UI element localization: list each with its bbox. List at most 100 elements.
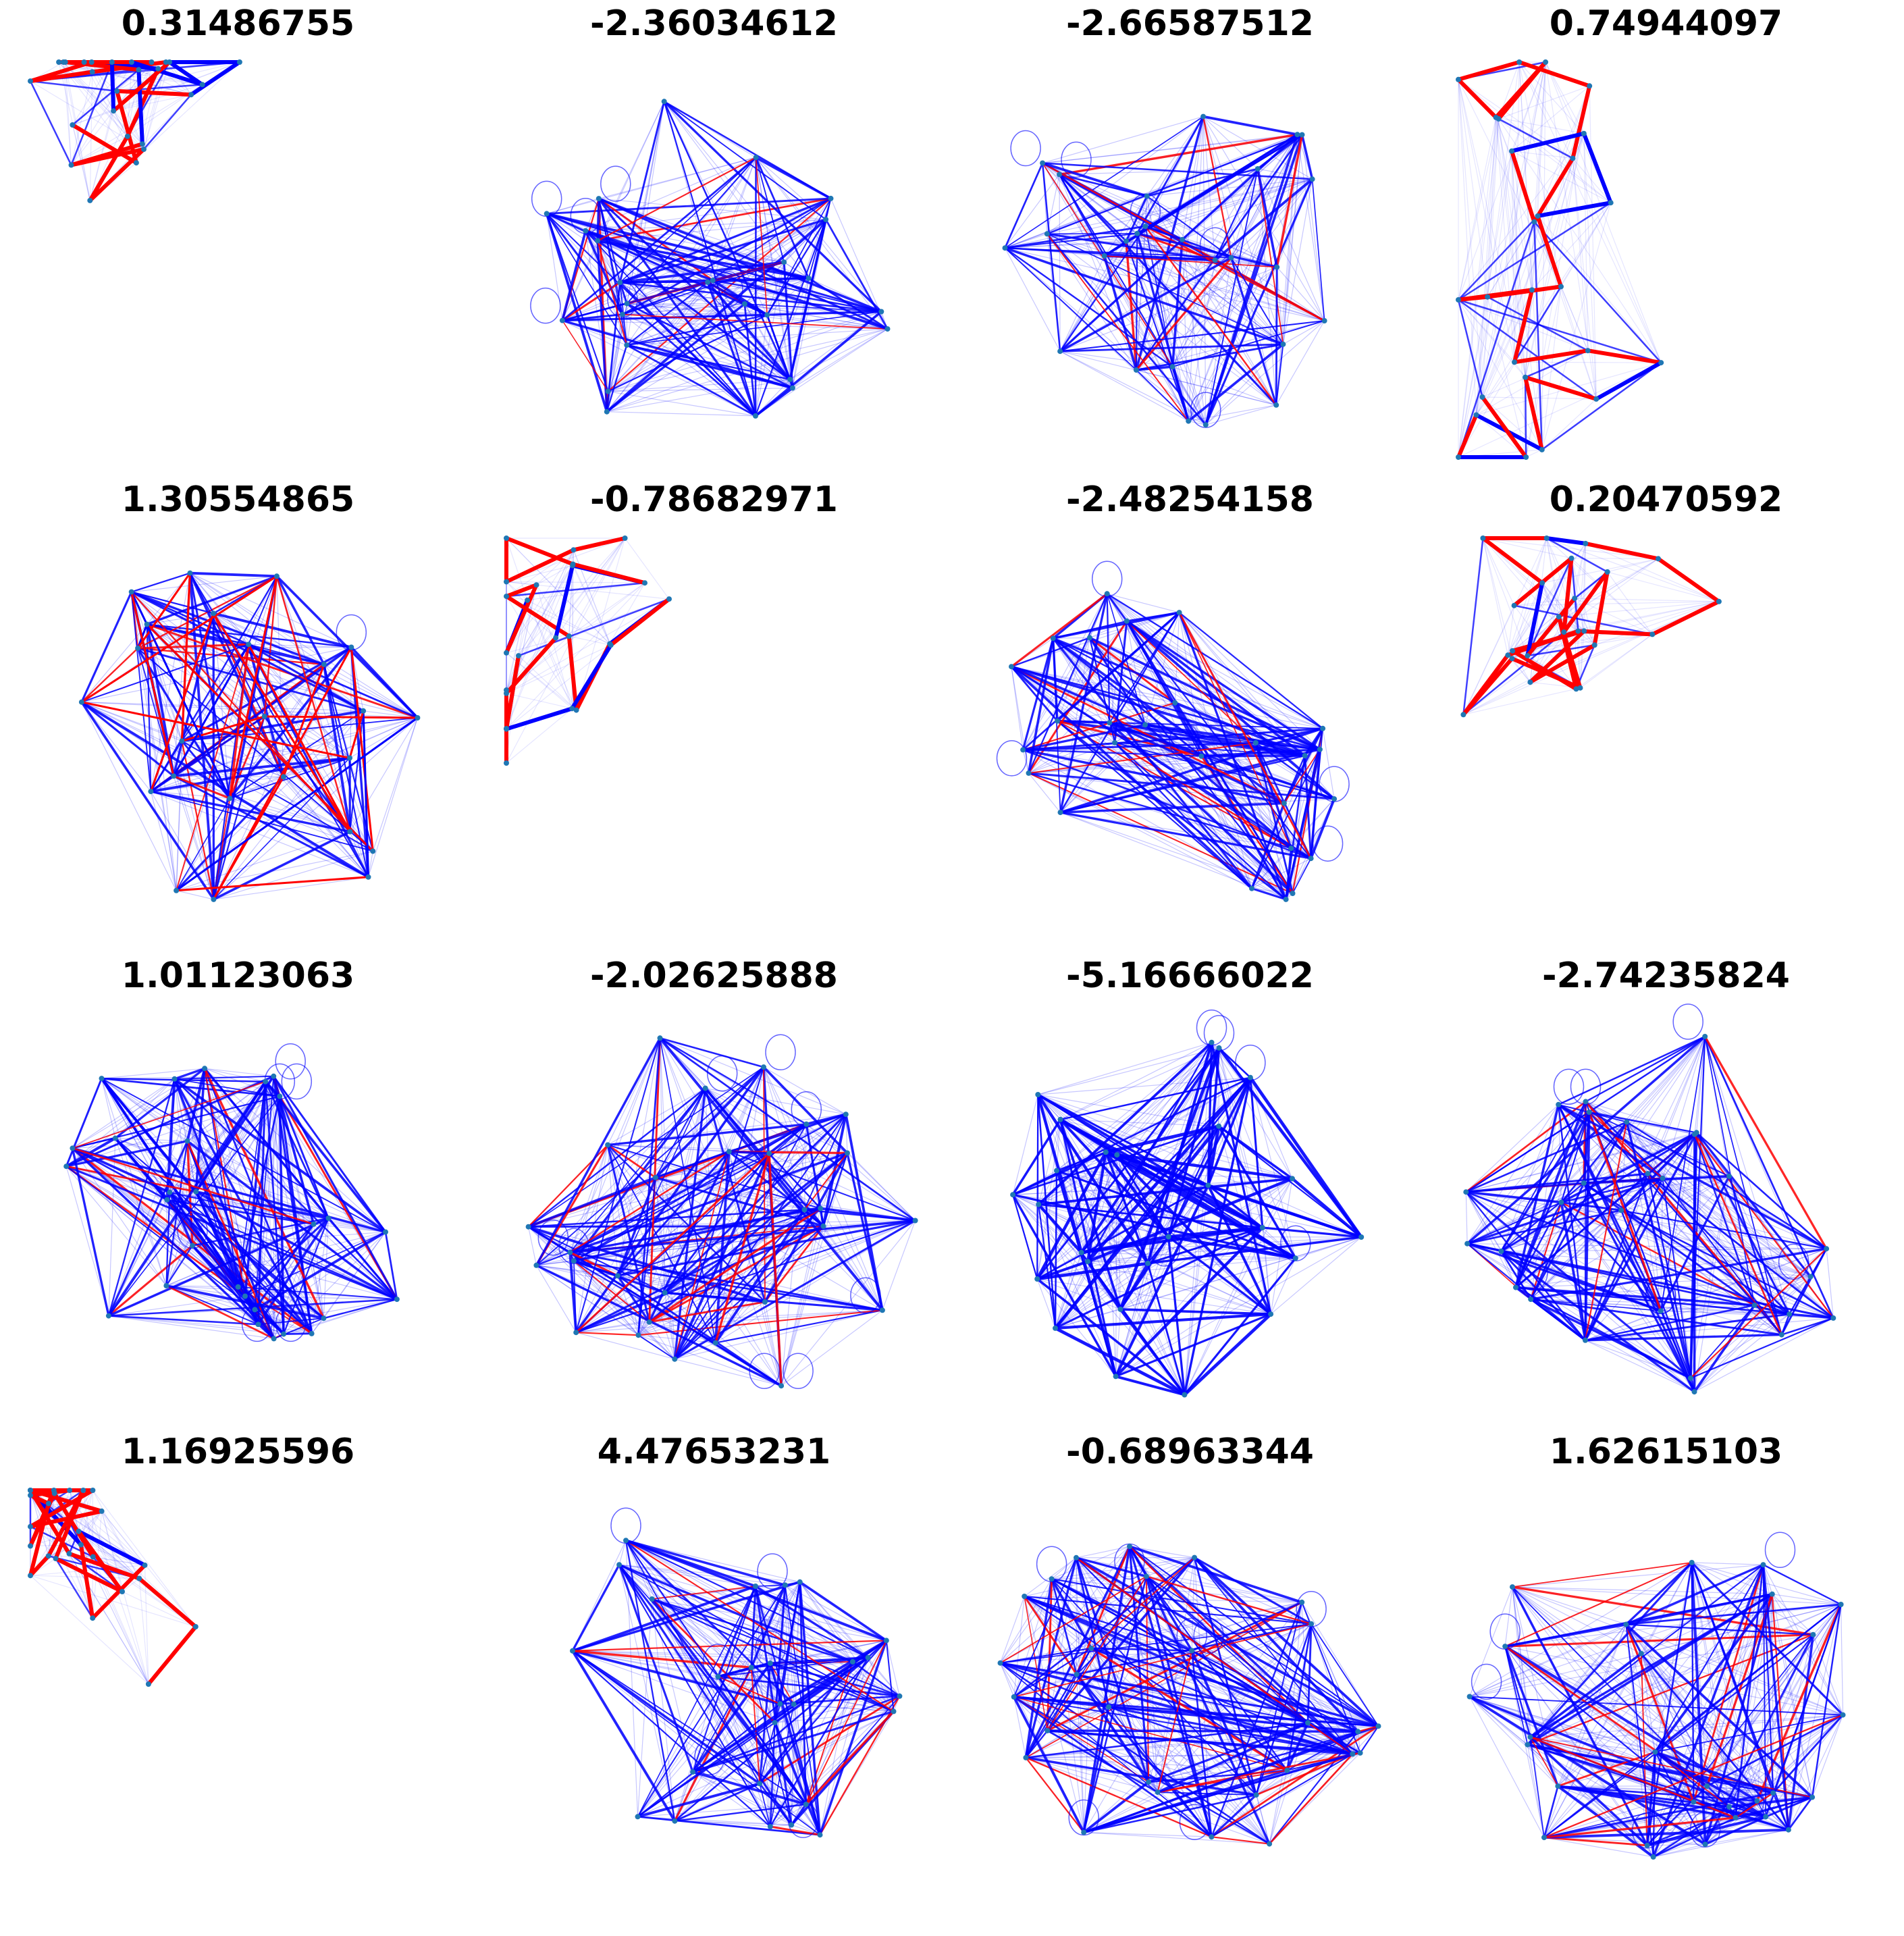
negative-edge bbox=[1558, 1101, 1586, 1105]
negative-edge bbox=[254, 1309, 284, 1335]
negative-edge bbox=[755, 1586, 894, 1712]
panel-title: -2.36034612 bbox=[590, 3, 838, 44]
negative-edge bbox=[885, 1640, 895, 1712]
negative-edge bbox=[68, 1553, 149, 1685]
graph-node bbox=[394, 1297, 400, 1303]
graph-node bbox=[1498, 1249, 1504, 1254]
negative-edge bbox=[65, 1166, 274, 1339]
positive-edge bbox=[569, 1251, 618, 1277]
negative-edge bbox=[1275, 267, 1278, 405]
negative-edge bbox=[506, 644, 611, 694]
graph-node bbox=[1511, 602, 1517, 608]
negative-edge bbox=[1184, 1042, 1213, 1395]
graph-node bbox=[617, 280, 623, 286]
negative-edge bbox=[1514, 1201, 1562, 1288]
negative-edge bbox=[213, 717, 418, 900]
negative-edge bbox=[1458, 61, 1546, 300]
negative-edge bbox=[367, 717, 418, 877]
positive-edge bbox=[30, 1488, 103, 1513]
negative-edge bbox=[1660, 1310, 1790, 1315]
graph-node bbox=[1209, 1039, 1215, 1045]
positive-edge bbox=[147, 623, 418, 719]
negative-edge bbox=[659, 1037, 807, 1125]
negative-edge bbox=[176, 890, 214, 900]
negative-edge bbox=[562, 219, 826, 321]
network-graph bbox=[28, 1488, 199, 1687]
graph-node bbox=[604, 409, 610, 415]
graph-node bbox=[211, 896, 217, 902]
panel-title: 0.74944097 bbox=[1549, 3, 1783, 44]
negative-edge bbox=[130, 592, 152, 792]
graph-node bbox=[1186, 418, 1192, 424]
graph-node bbox=[347, 755, 352, 761]
negative-edge bbox=[101, 1078, 188, 1142]
negative-edge bbox=[1585, 543, 1720, 602]
positive-edge bbox=[1570, 85, 1592, 159]
negative-edge bbox=[754, 1586, 793, 1825]
negative-edge bbox=[131, 591, 325, 666]
self-loop bbox=[791, 1091, 822, 1128]
negative-edge bbox=[1466, 1191, 1827, 1249]
negative-edge bbox=[264, 1081, 329, 1219]
negative-edge bbox=[1038, 1047, 1219, 1095]
negative-edge bbox=[651, 1598, 808, 1806]
self-loop bbox=[600, 165, 631, 202]
negative-edge bbox=[165, 1076, 274, 1286]
negative-edge bbox=[1005, 225, 1146, 249]
negative-edge bbox=[546, 197, 831, 215]
positive-edge bbox=[107, 1245, 194, 1317]
graph-node bbox=[1523, 374, 1529, 380]
panel-title: -2.74235824 bbox=[1542, 956, 1790, 996]
negative-edge bbox=[1524, 377, 1527, 458]
negative-edge bbox=[575, 1088, 706, 1333]
negative-edge bbox=[1500, 1122, 1627, 1252]
graph-node bbox=[1123, 238, 1129, 244]
negative-edge bbox=[824, 219, 889, 330]
graph-node bbox=[128, 59, 134, 65]
negative-edge bbox=[127, 70, 139, 136]
negative-edge bbox=[1584, 1178, 1664, 1341]
self-loop bbox=[1312, 825, 1344, 862]
positive-edge bbox=[147, 1625, 198, 1685]
graph-node bbox=[383, 1229, 388, 1235]
negative-edge bbox=[1116, 1153, 1209, 1187]
negative-edge bbox=[1129, 1546, 1195, 1559]
negative-edge bbox=[204, 1068, 386, 1232]
negative-edge bbox=[571, 1564, 620, 1652]
negative-edge bbox=[785, 1584, 868, 1658]
self-loop bbox=[1672, 1003, 1703, 1040]
negative-edge bbox=[608, 328, 888, 392]
positive-edge bbox=[1651, 600, 1720, 637]
negative-edge bbox=[1060, 802, 1284, 814]
negative-edge bbox=[1583, 1182, 1755, 1307]
negative-edge bbox=[1589, 1111, 1827, 1249]
negative-edge bbox=[1458, 298, 1662, 364]
negative-edge bbox=[649, 1309, 882, 1323]
positive-edge bbox=[1126, 621, 1257, 743]
edge-layer bbox=[545, 101, 889, 417]
negative-edge bbox=[1572, 158, 1662, 363]
positive-edge bbox=[28, 1489, 72, 1555]
negative-edge bbox=[1695, 1132, 1812, 1278]
negative-edge bbox=[1010, 665, 1253, 890]
negative-edge bbox=[762, 1066, 849, 1154]
graph-node bbox=[281, 1331, 287, 1337]
positive-edge bbox=[1693, 1134, 1834, 1319]
negative-edge bbox=[101, 1078, 193, 1246]
graph-node bbox=[211, 610, 217, 617]
negative-edge bbox=[805, 1124, 848, 1153]
negative-edge bbox=[1458, 79, 1573, 159]
negative-edge bbox=[108, 1217, 329, 1317]
negative-edge bbox=[1560, 1201, 1662, 1312]
negative-edge bbox=[1571, 558, 1653, 635]
graph-node bbox=[1778, 1332, 1784, 1338]
negative-edge bbox=[1084, 1831, 1270, 1845]
positive-edge bbox=[138, 1577, 197, 1629]
graph-panel-3: -2.66587512 bbox=[952, 1, 1428, 477]
negative-edge bbox=[1167, 1236, 1272, 1315]
positive-edge bbox=[228, 575, 278, 799]
negative-edge bbox=[770, 1696, 900, 1827]
negative-edge bbox=[363, 710, 418, 718]
negative-edge bbox=[535, 1265, 577, 1333]
negative-edge bbox=[1214, 178, 1313, 261]
